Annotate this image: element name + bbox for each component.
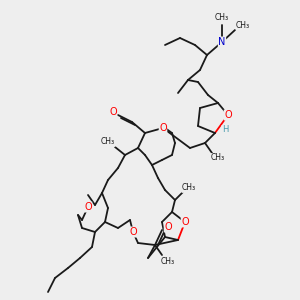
Text: O: O bbox=[181, 217, 189, 227]
Text: CH₃: CH₃ bbox=[236, 20, 250, 29]
Text: N: N bbox=[218, 37, 226, 47]
Text: O: O bbox=[159, 123, 167, 133]
Text: CH₃: CH₃ bbox=[161, 256, 175, 266]
Text: O: O bbox=[129, 227, 137, 237]
Text: CH₃: CH₃ bbox=[211, 154, 225, 163]
Text: H: H bbox=[222, 125, 228, 134]
Text: O: O bbox=[224, 110, 232, 120]
Text: CH₃: CH₃ bbox=[101, 137, 115, 146]
Text: O: O bbox=[164, 222, 172, 232]
Text: O: O bbox=[109, 107, 117, 117]
Text: CH₃: CH₃ bbox=[182, 184, 196, 193]
Text: O: O bbox=[84, 202, 92, 212]
Text: CH₃: CH₃ bbox=[215, 14, 229, 22]
